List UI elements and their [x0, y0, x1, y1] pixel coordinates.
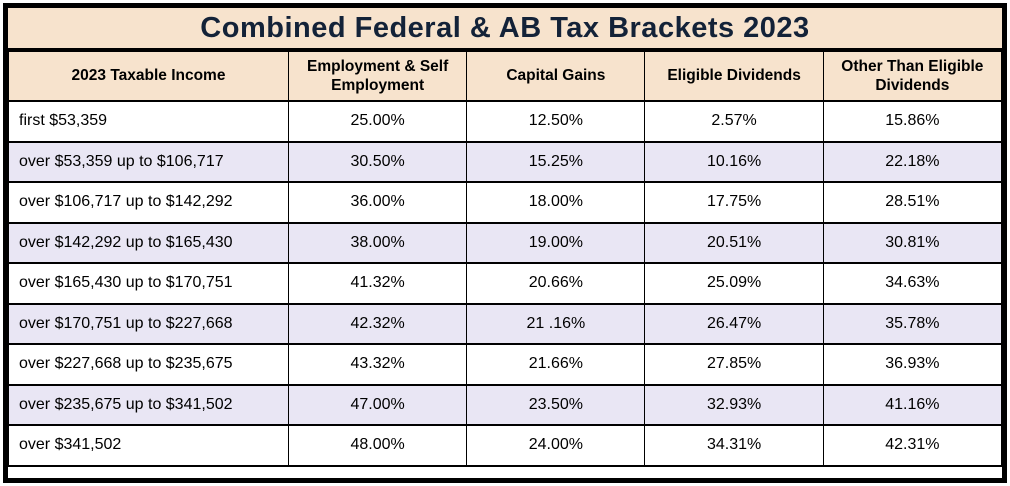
other-dividends-rate-cell: 34.63%: [822, 262, 1003, 305]
table-row: over $165,430 up to $170,751 41.32% 20.6…: [7, 262, 1003, 305]
table-row: over $106,717 up to $142,292 36.00% 18.0…: [7, 181, 1003, 224]
table-row: over $53,359 up to $106,717 30.50% 15.25…: [7, 140, 1003, 183]
table-row: over $227,668 up to $235,675 43.32% 21.6…: [7, 343, 1003, 386]
table-row: first $53,359 25.00% 12.50% 2.57% 15.86%: [7, 100, 1003, 143]
employment-rate-cell: 36.00%: [288, 181, 468, 224]
column-header-eligible-dividends: Eligible Dividends: [644, 50, 824, 102]
eligible-dividends-rate-cell: 2.57%: [644, 100, 824, 143]
income-cell: over $235,675 up to $341,502: [7, 383, 290, 426]
capital-gains-rate-cell: 24.00%: [466, 424, 646, 467]
other-dividends-rate-cell: 30.81%: [822, 221, 1003, 264]
page-title: Combined Federal & AB Tax Brackets 2023: [8, 8, 1002, 50]
income-cell: over $53,359 up to $106,717: [7, 140, 290, 183]
employment-rate-cell: 38.00%: [288, 221, 468, 264]
table-row: over $341,502 48.00% 24.00% 34.31% 42.31…: [7, 424, 1003, 467]
other-dividends-rate-cell: 22.18%: [822, 140, 1003, 183]
capital-gains-rate-cell: 21.66%: [466, 343, 646, 386]
column-header-employment: Employment & Self Employment: [288, 50, 468, 102]
header-row: 2023 Taxable Income Employment & Self Em…: [7, 50, 1003, 102]
eligible-dividends-rate-cell: 20.51%: [644, 221, 824, 264]
table-header: 2023 Taxable Income Employment & Self Em…: [7, 50, 1003, 102]
eligible-dividends-rate-cell: 27.85%: [644, 343, 824, 386]
eligible-dividends-rate-cell: 34.31%: [644, 424, 824, 467]
table-row: over $235,675 up to $341,502 47.00% 23.5…: [7, 383, 1003, 426]
income-cell: over $165,430 up to $170,751: [7, 262, 290, 305]
column-header-other-dividends: Other Than Eligible Dividends: [822, 50, 1003, 102]
table-body: first $53,359 25.00% 12.50% 2.57% 15.86%…: [7, 100, 1003, 467]
income-cell: over $341,502: [7, 424, 290, 467]
income-cell: over $142,292 up to $165,430: [7, 221, 290, 264]
column-header-taxable-income: 2023 Taxable Income: [7, 50, 290, 102]
other-dividends-rate-cell: 42.31%: [822, 424, 1003, 467]
eligible-dividends-rate-cell: 17.75%: [644, 181, 824, 224]
income-cell: first $53,359: [7, 100, 290, 143]
eligible-dividends-rate-cell: 32.93%: [644, 383, 824, 426]
employment-rate-cell: 30.50%: [288, 140, 468, 183]
capital-gains-rate-cell: 19.00%: [466, 221, 646, 264]
employment-rate-cell: 47.00%: [288, 383, 468, 426]
capital-gains-rate-cell: 21 .16%: [466, 302, 646, 345]
other-dividends-rate-cell: 41.16%: [822, 383, 1003, 426]
income-cell: over $227,668 up to $235,675: [7, 343, 290, 386]
income-cell: over $170,751 up to $227,668: [7, 302, 290, 345]
column-header-capital-gains: Capital Gains: [466, 50, 646, 102]
employment-rate-cell: 42.32%: [288, 302, 468, 345]
other-dividends-rate-cell: 28.51%: [822, 181, 1003, 224]
eligible-dividends-rate-cell: 26.47%: [644, 302, 824, 345]
employment-rate-cell: 48.00%: [288, 424, 468, 467]
eligible-dividends-rate-cell: 10.16%: [644, 140, 824, 183]
employment-rate-cell: 43.32%: [288, 343, 468, 386]
employment-rate-cell: 41.32%: [288, 262, 468, 305]
capital-gains-rate-cell: 18.00%: [466, 181, 646, 224]
other-dividends-rate-cell: 36.93%: [822, 343, 1003, 386]
table-row: over $170,751 up to $227,668 42.32% 21 .…: [7, 302, 1003, 345]
income-cell: over $106,717 up to $142,292: [7, 181, 290, 224]
capital-gains-rate-cell: 20.66%: [466, 262, 646, 305]
table-row: over $142,292 up to $165,430 38.00% 19.0…: [7, 221, 1003, 264]
tax-brackets-table: 2023 Taxable Income Employment & Self Em…: [7, 50, 1003, 467]
other-dividends-rate-cell: 15.86%: [822, 100, 1003, 143]
capital-gains-rate-cell: 15.25%: [466, 140, 646, 183]
employment-rate-cell: 25.00%: [288, 100, 468, 143]
eligible-dividends-rate-cell: 25.09%: [644, 262, 824, 305]
other-dividends-rate-cell: 35.78%: [822, 302, 1003, 345]
capital-gains-rate-cell: 12.50%: [466, 100, 646, 143]
tax-brackets-panel: Combined Federal & AB Tax Brackets 2023 …: [3, 3, 1007, 483]
capital-gains-rate-cell: 23.50%: [466, 383, 646, 426]
